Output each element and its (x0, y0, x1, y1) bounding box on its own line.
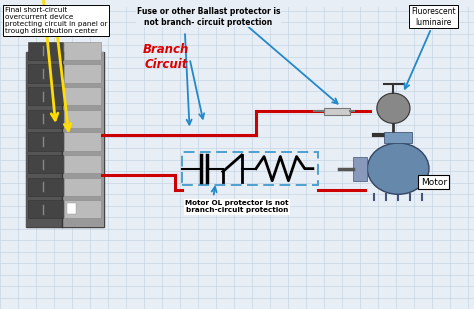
Bar (64, 87, 101, 105)
Bar (64, 110, 101, 128)
Bar (26, 53, 62, 227)
Bar (28, 178, 63, 196)
Bar (64, 133, 101, 150)
Text: Fluorescent
luminaire: Fluorescent luminaire (411, 7, 456, 27)
Bar (28, 133, 63, 150)
Bar (28, 200, 63, 218)
Text: Fuse or other Ballast protector is
not branch- circuit protection: Fuse or other Ballast protector is not b… (137, 7, 280, 27)
Bar (28, 110, 63, 128)
Bar (353, 157, 367, 181)
Text: Motor OL protector is not
branch-circuit protection: Motor OL protector is not branch-circuit… (185, 200, 289, 213)
Bar (64, 178, 101, 196)
Bar (64, 42, 101, 60)
Bar (28, 42, 63, 60)
Bar (64, 155, 101, 173)
Bar (62, 53, 104, 227)
Bar (28, 155, 63, 173)
Ellipse shape (367, 143, 429, 194)
Bar (64, 65, 101, 83)
Bar (323, 108, 350, 115)
Text: Branch
Circuit: Branch Circuit (143, 43, 189, 71)
Bar (28, 87, 63, 105)
Text: Final short-circuit
overcurrent device
protecting circuit in panel or
trough dis: Final short-circuit overcurrent device p… (5, 7, 107, 34)
Bar (67, 203, 76, 214)
Bar (64, 200, 101, 218)
Text: Motor: Motor (420, 178, 447, 187)
Ellipse shape (377, 93, 410, 123)
Bar (26, 53, 104, 227)
Bar (28, 65, 63, 83)
Bar (182, 152, 318, 185)
Bar (384, 133, 412, 143)
